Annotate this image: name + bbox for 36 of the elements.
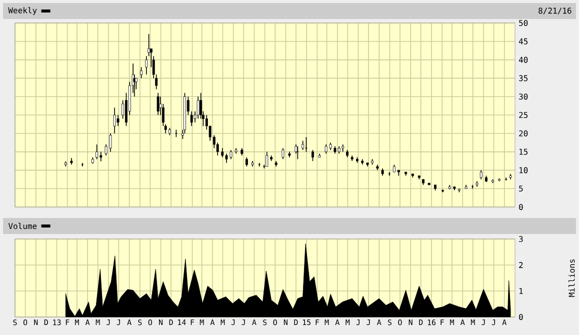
- candlestick: [145, 56, 148, 75]
- candlestick: [116, 114, 120, 126]
- candlestick: [96, 144, 98, 160]
- y-tick-label: 50: [519, 20, 528, 26]
- text: 8/21/16: [538, 8, 572, 14]
- candlestick: [156, 92, 160, 116]
- y-tick-label: 35: [519, 75, 528, 82]
- legend-label: Weekly: [8, 7, 37, 15]
- candlestick: [282, 148, 284, 160]
- candlestick: [148, 34, 150, 57]
- legend-label: Volume: [8, 222, 37, 230]
- y-tick-label: 45: [518, 38, 528, 44]
- y-tick-label: 15: [519, 148, 528, 155]
- y-tick-label: 30: [519, 94, 528, 100]
- candlestick: [302, 140, 304, 150]
- y-tick-label: 2: [519, 262, 523, 268]
- candlestick: [122, 100, 124, 120]
- candlestick: [245, 156, 248, 167]
- candlestick: [100, 151, 102, 162]
- y-tick-label: 5: [519, 186, 523, 192]
- y-tick-label: 20: [519, 130, 528, 136]
- candlestick: [113, 107, 116, 134]
- y-tick-label: 25: [519, 112, 528, 118]
- candlestick: [140, 66, 143, 79]
- y-tick-label: 10: [519, 167, 528, 174]
- y-axis-title: Millions: [568, 260, 575, 297]
- y-tick-label: 40: [518, 56, 528, 63]
- y-tick-label: 0: [519, 314, 523, 320]
- y-tick-label: 3: [519, 236, 523, 242]
- y-tick-label: 1: [519, 288, 523, 294]
- candlestick: [312, 150, 314, 162]
- candlestick: [480, 170, 482, 180]
- candlestick: [221, 148, 224, 158]
- candlestick: [196, 96, 200, 120]
- y-tick-label: 0: [519, 204, 523, 210]
- candlestick: [266, 151, 268, 167]
